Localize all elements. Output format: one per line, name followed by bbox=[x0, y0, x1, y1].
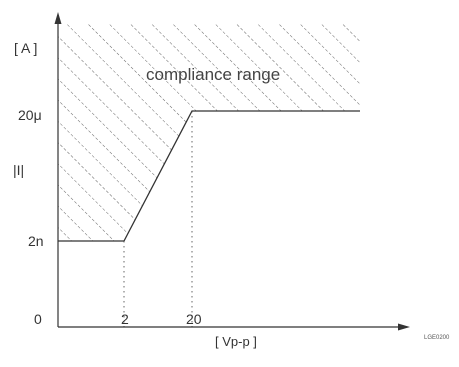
compliance-range-hatch bbox=[58, 24, 360, 241]
y-axis-arrow bbox=[54, 12, 62, 24]
figure-code: LGE0200 bbox=[424, 335, 450, 341]
x-axis-label: [ Vp-p ] bbox=[215, 334, 257, 349]
y-tick-label-2n: 2n bbox=[28, 233, 44, 249]
x-tick-labels: 2 20 bbox=[121, 311, 202, 327]
reference-lines bbox=[123, 111, 193, 327]
y-quantity-label: |I| bbox=[13, 162, 24, 178]
y-axis-label: [ A ] bbox=[14, 40, 37, 56]
origin-label: 0 bbox=[34, 311, 42, 327]
x-tick-label-2: 2 bbox=[121, 311, 129, 327]
y-tick-label-20u: 20μ bbox=[18, 107, 42, 123]
x-axis-arrow bbox=[398, 323, 410, 331]
compliance-line bbox=[58, 110, 360, 242]
x-tick-label-20: 20 bbox=[186, 311, 202, 327]
region-label: compliance range bbox=[146, 65, 280, 84]
